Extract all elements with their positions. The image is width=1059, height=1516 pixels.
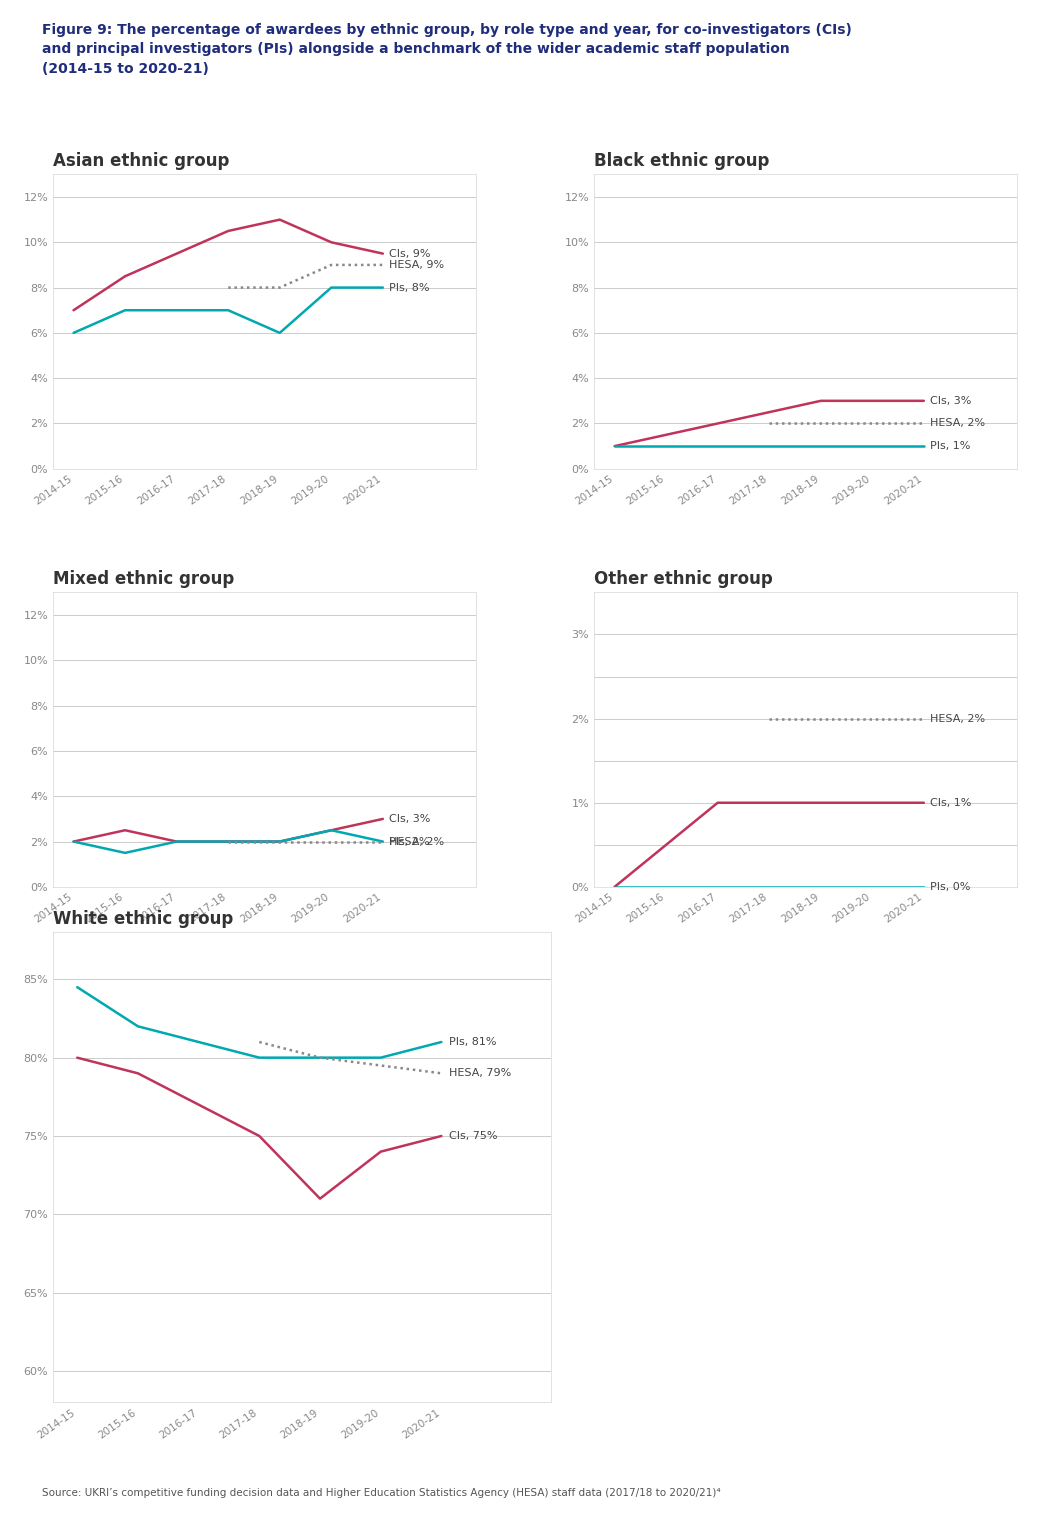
Text: HESA, 9%: HESA, 9%: [389, 259, 444, 270]
Text: PIs, 2%: PIs, 2%: [389, 837, 430, 846]
Text: White ethnic group: White ethnic group: [53, 910, 233, 928]
Text: CIs, 3%: CIs, 3%: [930, 396, 971, 406]
Text: Source: UKRI’s competitive funding decision data and Higher Education Statistics: Source: UKRI’s competitive funding decis…: [42, 1487, 721, 1498]
Text: Black ethnic group: Black ethnic group: [594, 152, 769, 170]
Text: Asian ethnic group: Asian ethnic group: [53, 152, 230, 170]
Text: Mixed ethnic group: Mixed ethnic group: [53, 570, 234, 588]
Text: PIs, 1%: PIs, 1%: [930, 441, 970, 452]
Text: HESA, 2%: HESA, 2%: [930, 714, 985, 723]
Text: Other ethnic group: Other ethnic group: [594, 570, 773, 588]
Text: PIs, 81%: PIs, 81%: [449, 1037, 497, 1048]
Text: and principal investigators (PIs) alongside a benchmark of the wider academic st: and principal investigators (PIs) alongs…: [42, 42, 790, 56]
Text: CIs, 3%: CIs, 3%: [389, 814, 430, 823]
Text: CIs, 1%: CIs, 1%: [930, 797, 971, 808]
Text: PIs, 0%: PIs, 0%: [930, 882, 970, 891]
Text: PIs, 8%: PIs, 8%: [389, 282, 430, 293]
Text: HESA, 79%: HESA, 79%: [449, 1069, 510, 1078]
Text: HESA, 2%: HESA, 2%: [930, 418, 985, 429]
Text: CIs, 9%: CIs, 9%: [389, 249, 431, 259]
Text: (2014-15 to 2020-21): (2014-15 to 2020-21): [42, 62, 210, 76]
Text: HESA, 2%: HESA, 2%: [389, 837, 444, 846]
Text: Figure 9: The percentage of awardees by ethnic group, by role type and year, for: Figure 9: The percentage of awardees by …: [42, 23, 852, 36]
Text: CIs, 75%: CIs, 75%: [449, 1131, 498, 1142]
